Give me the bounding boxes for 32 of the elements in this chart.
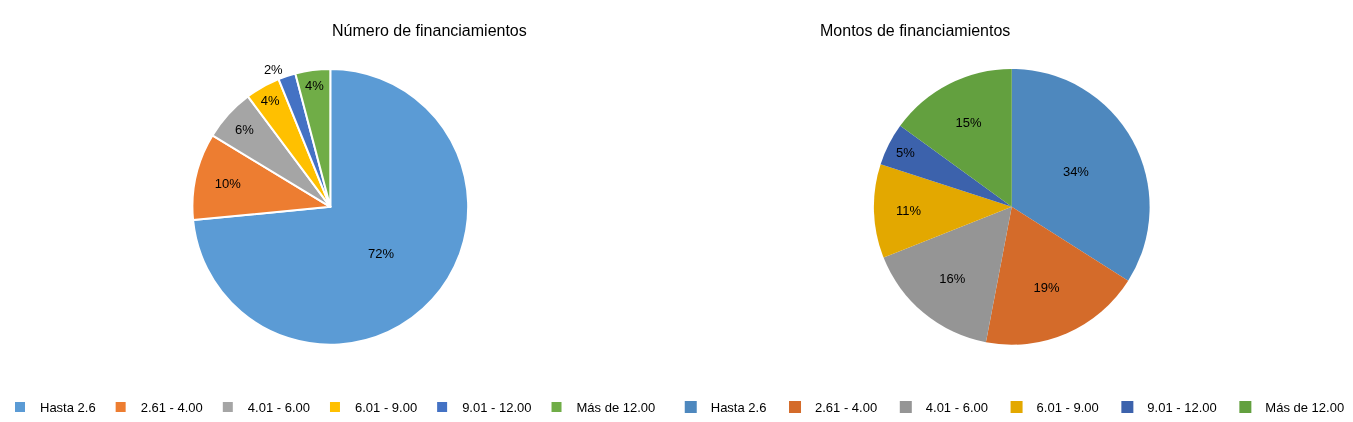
data-label: 6% xyxy=(235,121,255,137)
legend-label: 4.01 - 6.00 xyxy=(925,400,992,416)
pie-slice xyxy=(880,125,1012,207)
legend-label: 4.01 - 6.00 xyxy=(247,400,310,416)
data-label: 10% xyxy=(214,176,242,192)
pie-slice xyxy=(192,67,470,346)
legend-label: Más de 12.00 xyxy=(1265,400,1348,416)
chart-title: Montos de financiamientos xyxy=(820,22,1011,39)
data-label: 19% xyxy=(1033,280,1061,296)
legend-label: 2.61 - 4.00 xyxy=(140,400,203,416)
legend-label: 6.01 - 9.00 xyxy=(354,400,418,416)
data-label: 34% xyxy=(1062,163,1090,179)
legend-label: 9.01 - 12.00 xyxy=(462,400,532,416)
data-label: 11% xyxy=(896,202,922,218)
data-label: 2% xyxy=(263,61,284,77)
legend-label: Más de 12.00 xyxy=(576,400,656,416)
data-label: 15% xyxy=(955,114,982,130)
data-label: 72% xyxy=(368,245,395,261)
data-label: 4% xyxy=(260,92,280,108)
data-label: 4% xyxy=(305,78,325,94)
pie-slice xyxy=(985,206,1129,345)
legend-label: 9.01 - 12.00 xyxy=(1147,400,1221,416)
data-label: 16% xyxy=(939,271,966,287)
legend-label: 6.01 - 9.00 xyxy=(1036,400,1103,416)
data-label: 5% xyxy=(895,145,916,161)
legend-label: Hasta 2.6 xyxy=(40,400,96,416)
pie-slice xyxy=(873,164,1012,258)
legend-label: Hasta 2.6 xyxy=(710,400,771,416)
chart-title: Número de financiamientos xyxy=(332,22,527,39)
pie-slice xyxy=(1011,68,1150,281)
pie-slice xyxy=(883,206,1012,343)
legend-label: 2.61 - 4.00 xyxy=(815,400,881,416)
